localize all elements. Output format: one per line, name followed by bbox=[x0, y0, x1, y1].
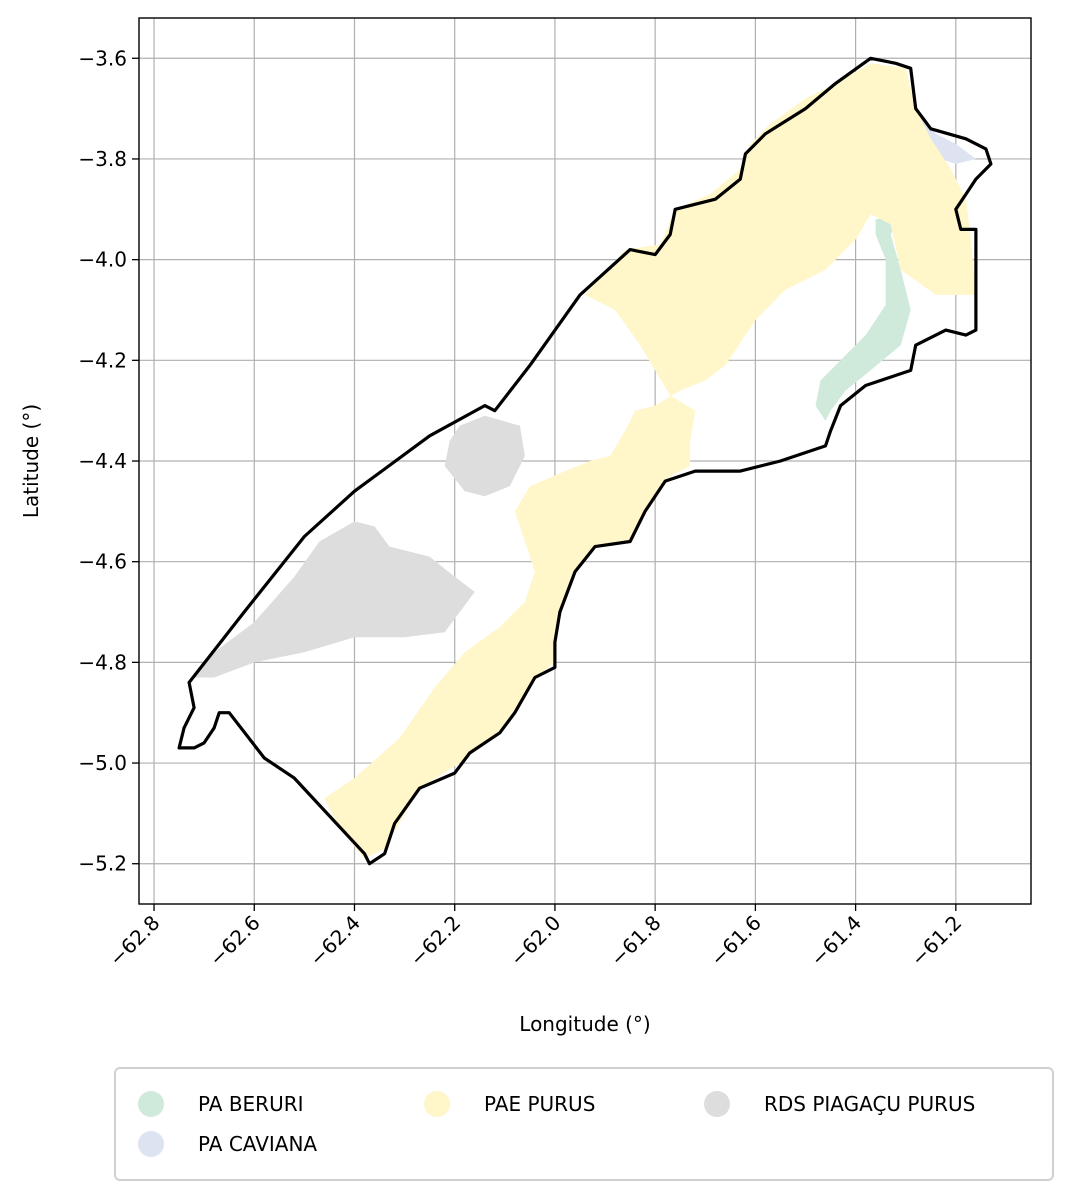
legend-item-pa-caviana: PA CAVIANA bbox=[138, 1130, 317, 1158]
x-axis-label: Longitude (°) bbox=[519, 1012, 650, 1036]
y-tick-label: −4.4 bbox=[78, 449, 127, 473]
legend: PA BERURI PA CAVIANA PAE PURUS RDS PIAGA… bbox=[114, 1067, 1054, 1181]
region-rds-piaga-u-purus bbox=[194, 521, 475, 678]
x-tick-label: −61.4 bbox=[806, 911, 866, 971]
y-axis-ticks: −3.6 −3.8 −4.0 −4.2 −4.4 −4.6 −4.8 −5.0 −5.2 bbox=[78, 46, 139, 876]
legend-marker-pa-beruri bbox=[138, 1091, 164, 1117]
boundary-line bbox=[177, 56, 993, 866]
y-tick-label: −4.2 bbox=[78, 348, 127, 372]
y-tick-label: −4.0 bbox=[78, 248, 127, 272]
region-pa-beruri bbox=[815, 214, 911, 421]
legend-item-pae-purus: PAE PURUS bbox=[424, 1090, 595, 1118]
map-figure: −62.8 −62.6 −62.4 −62.2 −62.0 −61.8 −61.6 −61.4… bbox=[19, 17, 1032, 1036]
x-tick-label: −62.6 bbox=[204, 911, 264, 971]
y-tick-label: −5.2 bbox=[78, 852, 127, 876]
legend-label: PAE PURUS bbox=[484, 1092, 596, 1116]
x-tick-label: −61.8 bbox=[605, 911, 665, 971]
x-tick-label: −61.6 bbox=[706, 911, 766, 971]
x-tick-label: −62.8 bbox=[104, 911, 164, 971]
x-tick-label: −61.2 bbox=[906, 911, 966, 971]
y-tick-label: −3.6 bbox=[78, 46, 127, 70]
y-tick-label: −4.8 bbox=[78, 650, 127, 674]
legend-marker-pae-purus bbox=[424, 1091, 450, 1117]
map-regions bbox=[194, 63, 976, 859]
municipality-boundary bbox=[177, 56, 993, 866]
y-axis-label: Latitude (°) bbox=[19, 404, 43, 518]
legend-label: PA BERURI bbox=[198, 1092, 304, 1116]
legend-marker-pa-caviana bbox=[138, 1131, 164, 1157]
y-tick-label: −4.6 bbox=[78, 550, 127, 574]
x-axis-ticks: −62.8 −62.6 −62.4 −62.2 −62.0 −61.8 −61.6 −61.4… bbox=[104, 904, 966, 971]
legend-item-rds-piagacu-purus: RDS PIAGAÇU PURUS bbox=[704, 1090, 975, 1118]
x-tick-label: −62.4 bbox=[305, 911, 365, 971]
legend-marker-rds-piagacu-purus bbox=[704, 1091, 730, 1117]
region-rds-piaga-u-purus bbox=[444, 415, 525, 497]
legend-item-pa-beruri: PA BERURI bbox=[138, 1090, 304, 1118]
x-tick-label: −62.0 bbox=[505, 911, 565, 971]
x-tick-label: −62.2 bbox=[405, 911, 465, 971]
y-tick-label: −5.0 bbox=[78, 751, 127, 775]
legend-label: PA CAVIANA bbox=[198, 1132, 318, 1156]
y-tick-label: −3.8 bbox=[78, 147, 127, 171]
region-pae-purus bbox=[324, 63, 976, 859]
legend-label: RDS PIAGAÇU PURUS bbox=[764, 1092, 976, 1116]
